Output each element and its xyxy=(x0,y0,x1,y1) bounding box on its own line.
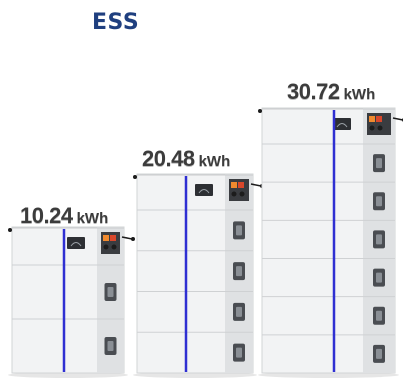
cabinet-30-72 xyxy=(258,107,403,378)
capacity-label-20-48: 20.48 kWh xyxy=(142,146,230,172)
terminal-connector xyxy=(231,182,237,188)
cabinet-10-24 xyxy=(8,226,135,378)
page-title: ESS xyxy=(92,10,140,35)
capacity-value: 20.48 xyxy=(142,146,195,171)
capacity-unit: kWh xyxy=(76,210,109,227)
terminal-connector xyxy=(110,235,116,241)
capacity-label-10-24: 10.24 kWh xyxy=(20,203,108,229)
terminal-connector xyxy=(103,235,109,241)
terminal-connector xyxy=(376,116,382,122)
terminal-connector xyxy=(238,182,244,188)
terminal-connector xyxy=(369,116,375,122)
capacity-value: 30.72 xyxy=(287,79,340,104)
capacity-unit: kWh xyxy=(198,153,231,170)
capacity-value: 10.24 xyxy=(20,203,73,228)
cabinet-20-48 xyxy=(133,173,264,378)
capacity-label-30-72: 30.72 kWh xyxy=(287,79,375,105)
capacity-unit: kWh xyxy=(343,86,376,103)
